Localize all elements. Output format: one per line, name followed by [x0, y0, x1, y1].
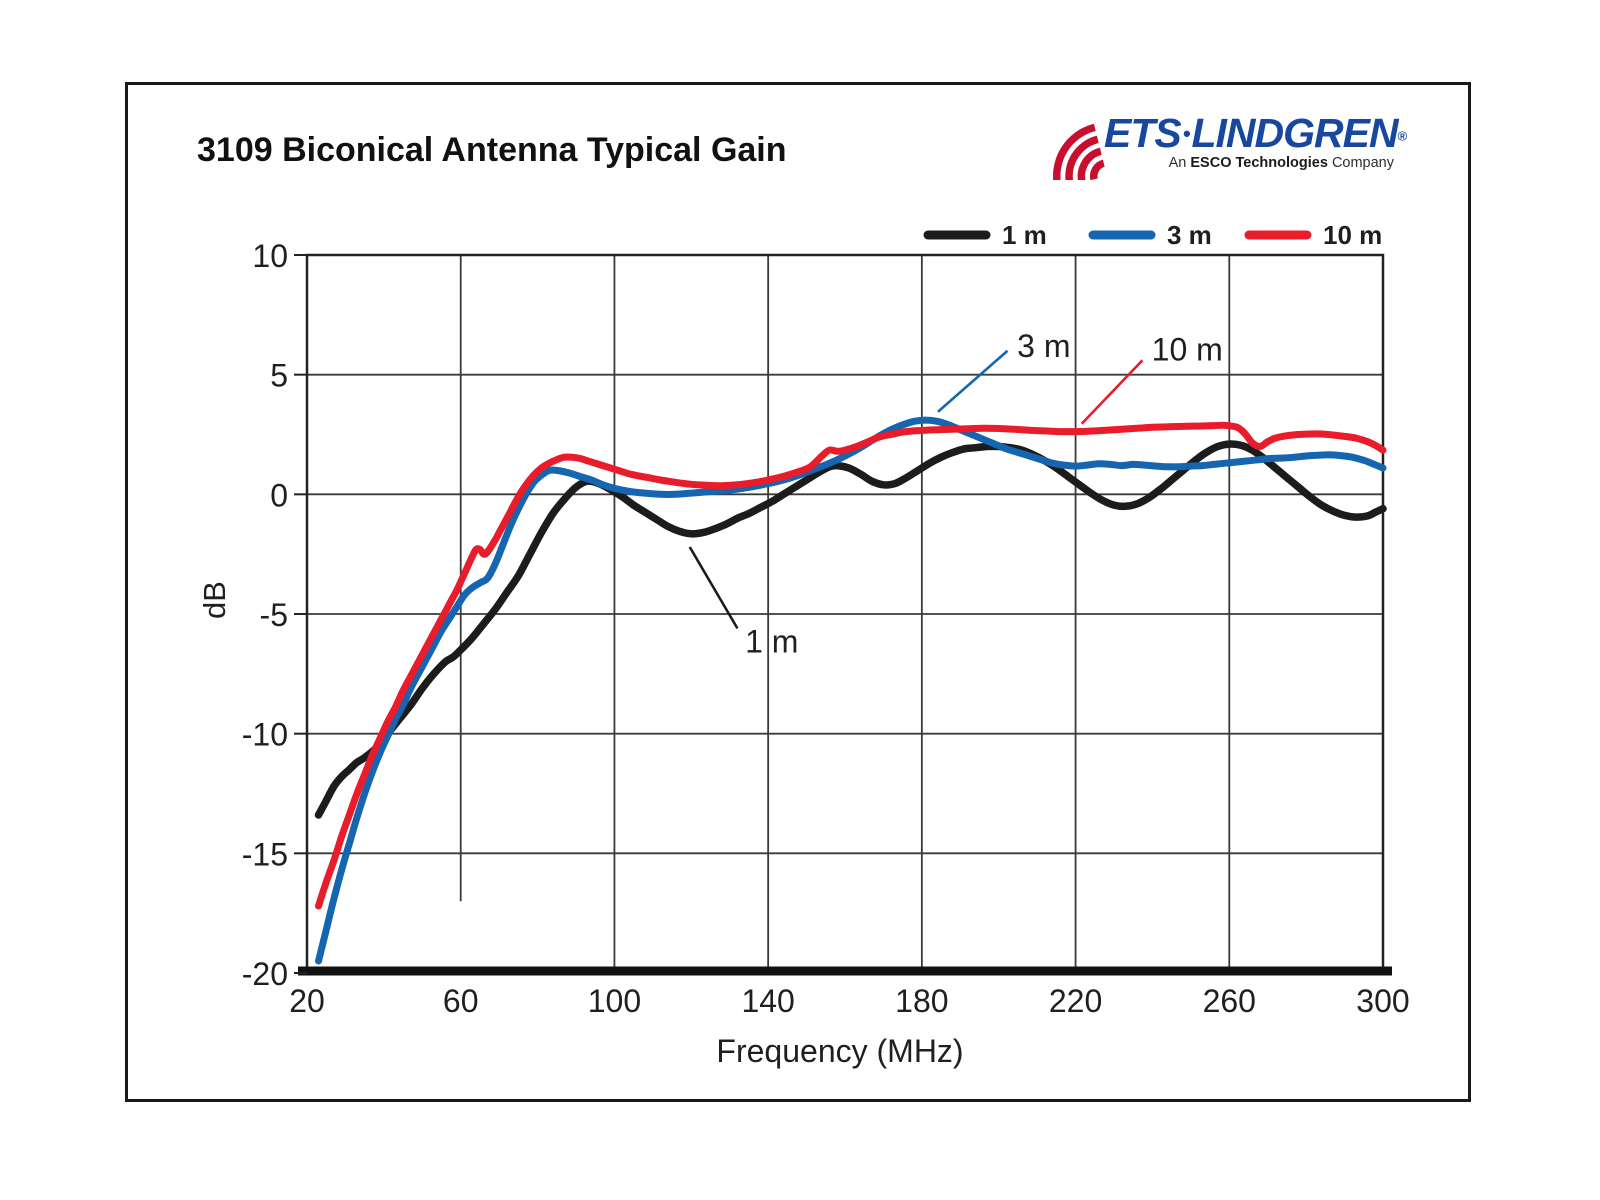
logo-brand-text: ETS•LINDGREN®: [1104, 110, 1407, 157]
x-tick-label-60: 60: [443, 983, 479, 1019]
legend-label-1m: 1 m: [1002, 220, 1047, 250]
logo-text-block: ETS•LINDGREN® An ESCO Technologies Compa…: [1104, 110, 1407, 171]
logo-dot: •: [1182, 121, 1191, 146]
y-tick-label-10: 10: [252, 238, 288, 274]
tagline-suffix: Company: [1331, 155, 1394, 171]
annotation-leader-1m: [688, 546, 739, 630]
y-tick-label--5: -5: [260, 597, 288, 633]
legend-item-3m: 3 m: [1088, 220, 1212, 250]
x-axis-title: Frequency (MHz): [716, 1033, 963, 1069]
x-tick-label-260: 260: [1203, 983, 1256, 1019]
series-curve-3m: [315, 416, 1387, 965]
y-tick-label--20: -20: [242, 956, 288, 992]
annotation-leader-3m: [937, 349, 1009, 413]
x-tick-label-300: 300: [1356, 983, 1409, 1019]
logo-brand-ets: ETS: [1104, 110, 1182, 156]
series-curve-1m: [314, 440, 1387, 819]
y-tick-label-0: 0: [270, 477, 288, 513]
series-layer: [314, 416, 1387, 965]
registered-mark: ®: [1397, 128, 1408, 144]
annotation-3m: 3 m: [937, 328, 1071, 413]
annotation-10m: 10 m: [1080, 331, 1223, 425]
annotation-layer: 3 m 10 m 1 m: [688, 328, 1223, 659]
annotation-leader-10m: [1080, 359, 1144, 425]
x-tick-label-180: 180: [895, 983, 948, 1019]
y-tick-label--15: -15: [242, 836, 288, 872]
tagline-prefix: An: [1168, 155, 1187, 171]
y-tick-label-5: 5: [270, 358, 288, 394]
logo-tagline: An ESCO Technologies Company: [1104, 155, 1400, 171]
x-tick-label-140: 140: [741, 983, 794, 1019]
y-axis-title: dB: [197, 581, 232, 619]
x-tick-label-100: 100: [588, 983, 641, 1019]
grid-layer: [307, 255, 1383, 973]
logo-waves-icon: [1053, 123, 1106, 180]
legend-label-3m: 3 m: [1167, 220, 1212, 250]
legend-label-10m: 10 m: [1323, 220, 1382, 250]
annotation-label-3m: 3 m: [1017, 328, 1070, 364]
annotation-label-1m: 1 m: [745, 623, 798, 659]
card-border: [125, 82, 1471, 1102]
x-tick-label-20: 20: [289, 983, 325, 1019]
tagline-bold: ESCO Technologies: [1190, 155, 1328, 171]
series-curve-10m: [315, 421, 1387, 910]
annotation-label-10m: 10 m: [1152, 331, 1223, 367]
logo: ETS•LINDGREN® An ESCO Technologies Compa…: [1040, 110, 1407, 186]
annotation-1m: 1 m: [688, 546, 798, 659]
legend-item-10m: 10 m: [1244, 220, 1382, 250]
logo-brand-lindgren: LINDGREN: [1191, 110, 1398, 156]
legend-item-1m: 1 m: [923, 220, 1047, 250]
y-tick-label--10: -10: [242, 717, 288, 753]
chart-title: 3109 Biconical Antenna Typical Gain: [197, 131, 787, 169]
x-tick-label-220: 220: [1049, 983, 1102, 1019]
legend: 1 m 3 m 10 m: [923, 220, 1382, 250]
